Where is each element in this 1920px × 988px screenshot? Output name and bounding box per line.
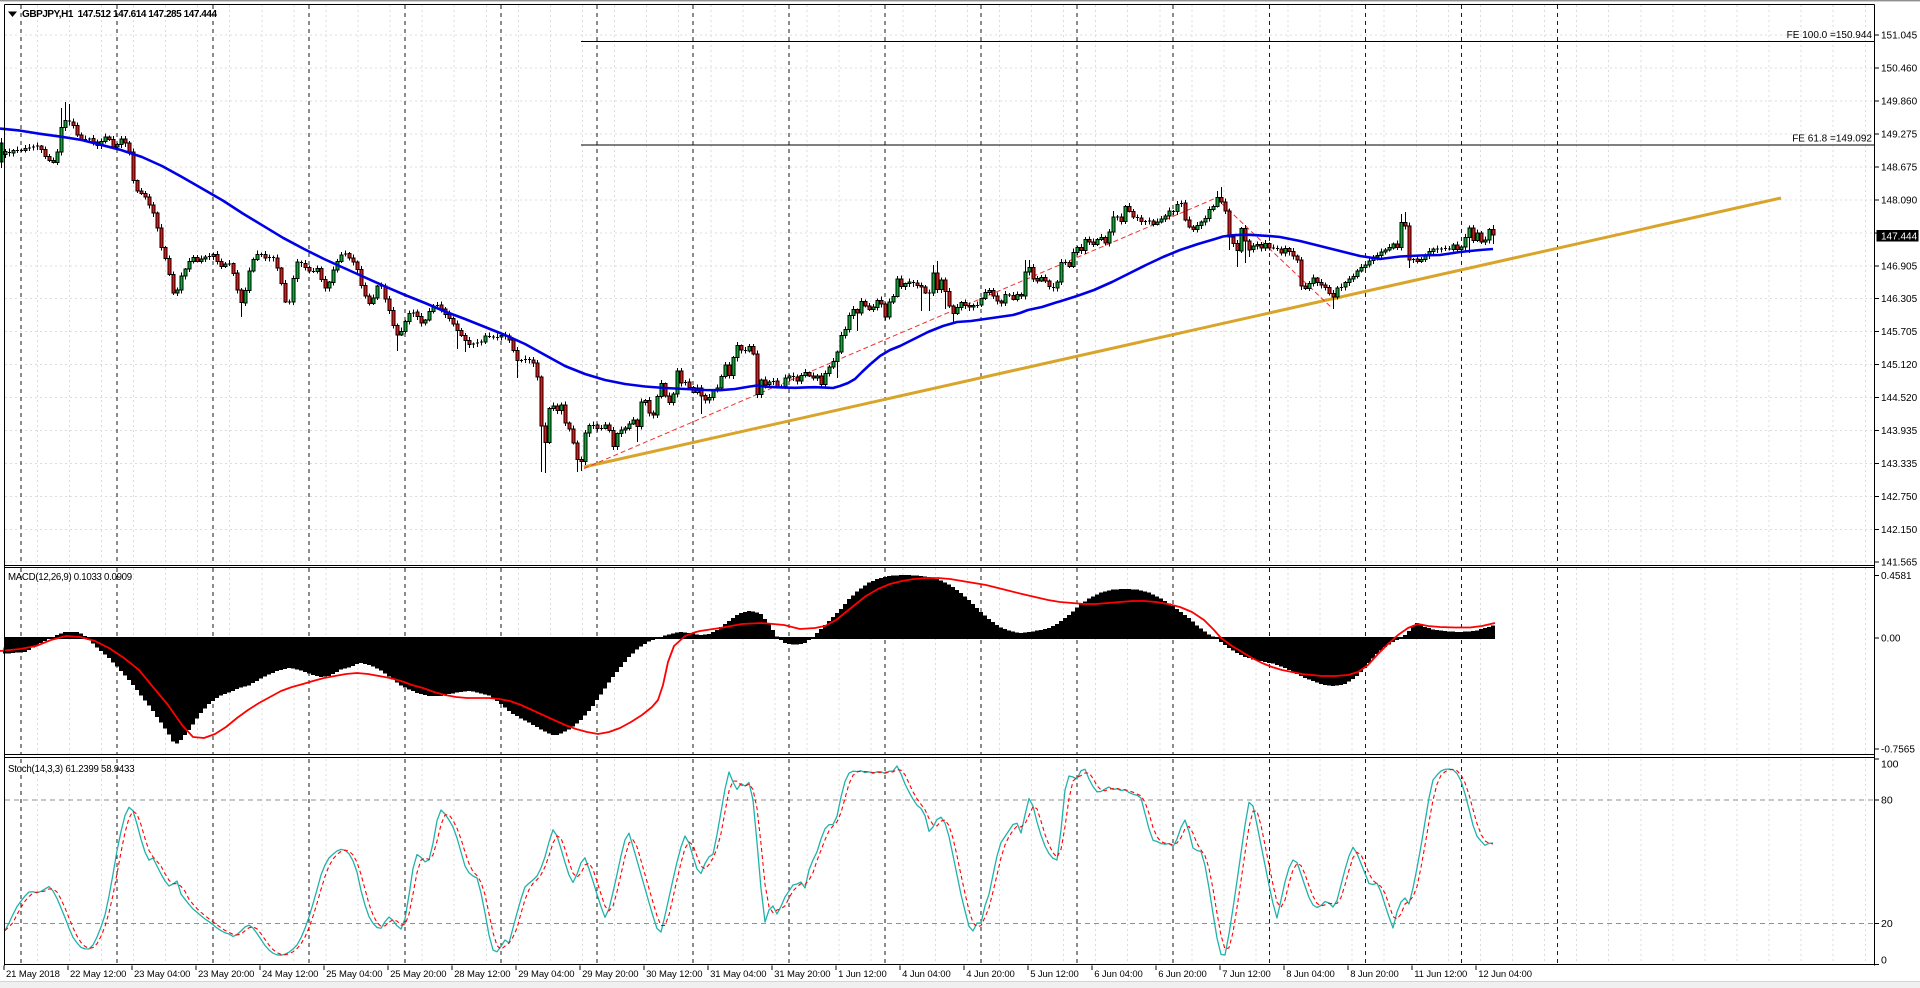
- svg-text:25 May 20:00: 25 May 20:00: [390, 969, 446, 980]
- svg-text:7 Jun 12:00: 7 Jun 12:00: [1222, 969, 1271, 980]
- svg-text:4 Jun 04:00: 4 Jun 04:00: [902, 969, 951, 980]
- svg-text:141.565: 141.565: [1881, 558, 1918, 569]
- svg-text:149.860: 149.860: [1881, 97, 1918, 108]
- svg-text:145.120: 145.120: [1881, 360, 1918, 371]
- svg-text:-0.7565: -0.7565: [1881, 745, 1915, 756]
- svg-text:31 May 04:00: 31 May 04:00: [710, 969, 766, 980]
- svg-text:147.444: 147.444: [1881, 232, 1918, 243]
- svg-text:100: 100: [1881, 759, 1899, 771]
- svg-text:30 May 12:00: 30 May 12:00: [646, 969, 702, 980]
- svg-text:148.090: 148.090: [1881, 195, 1918, 206]
- svg-text:25 May 04:00: 25 May 04:00: [326, 969, 382, 980]
- svg-text:6 Jun 04:00: 6 Jun 04:00: [1094, 969, 1143, 980]
- svg-text:148.675: 148.675: [1881, 163, 1918, 174]
- svg-text:28 May 12:00: 28 May 12:00: [454, 969, 510, 980]
- svg-text:MACD(12,26,9) 0.1033 0.0909: MACD(12,26,9) 0.1033 0.0909: [8, 572, 132, 583]
- svg-text:151.045: 151.045: [1881, 31, 1918, 42]
- svg-text:143.935: 143.935: [1881, 426, 1918, 437]
- svg-text:145.705: 145.705: [1881, 327, 1918, 338]
- svg-text:142.750: 142.750: [1881, 492, 1918, 503]
- svg-text:6 Jun 20:00: 6 Jun 20:00: [1158, 969, 1207, 980]
- svg-text:12 Jun 04:00: 12 Jun 04:00: [1478, 969, 1532, 980]
- svg-text:4 Jun 20:00: 4 Jun 20:00: [966, 969, 1015, 980]
- svg-text:22 May 12:00: 22 May 12:00: [70, 969, 126, 980]
- svg-text:5 Jun 12:00: 5 Jun 12:00: [1030, 969, 1079, 980]
- svg-text:20: 20: [1881, 918, 1893, 930]
- svg-text:29 May 20:00: 29 May 20:00: [582, 969, 638, 980]
- svg-text:149.275: 149.275: [1881, 130, 1918, 141]
- svg-text:146.305: 146.305: [1881, 294, 1918, 305]
- svg-text:29 May 04:00: 29 May 04:00: [518, 969, 574, 980]
- svg-text:24 May 12:00: 24 May 12:00: [262, 969, 318, 980]
- svg-text:FE 100.0 =150.944: FE 100.0 =150.944: [1787, 30, 1873, 41]
- svg-text:80: 80: [1881, 795, 1893, 807]
- svg-text:146.905: 146.905: [1881, 261, 1918, 272]
- svg-text:23 May 20:00: 23 May 20:00: [198, 969, 254, 980]
- svg-text:142.150: 142.150: [1881, 525, 1918, 536]
- svg-text:GBPJPY,H1 147.512 147.614 147: GBPJPY,H1 147.512 147.614 147.285 147.44…: [22, 9, 217, 20]
- svg-text:0: 0: [1881, 955, 1887, 967]
- svg-text:11 Jun 12:00: 11 Jun 12:00: [1414, 969, 1467, 980]
- svg-text:144.520: 144.520: [1881, 393, 1918, 404]
- svg-text:150.460: 150.460: [1881, 64, 1918, 75]
- svg-text:1 Jun 12:00: 1 Jun 12:00: [838, 969, 887, 980]
- svg-text:21 May 2018: 21 May 2018: [6, 969, 60, 980]
- svg-text:8 Jun 04:00: 8 Jun 04:00: [1286, 969, 1335, 980]
- svg-text:0.00: 0.00: [1881, 634, 1901, 645]
- svg-text:0.4581: 0.4581: [1881, 571, 1912, 582]
- svg-text:Stoch(14,3,3) 61.2399 58.9433: Stoch(14,3,3) 61.2399 58.9433: [8, 764, 134, 775]
- svg-text:8 Jun 20:00: 8 Jun 20:00: [1350, 969, 1399, 980]
- svg-text:FE 61.8 =149.092: FE 61.8 =149.092: [1792, 134, 1872, 145]
- svg-text:31 May 20:00: 31 May 20:00: [774, 969, 830, 980]
- svg-text:143.335: 143.335: [1881, 459, 1918, 470]
- svg-text:23 May 04:00: 23 May 04:00: [134, 969, 190, 980]
